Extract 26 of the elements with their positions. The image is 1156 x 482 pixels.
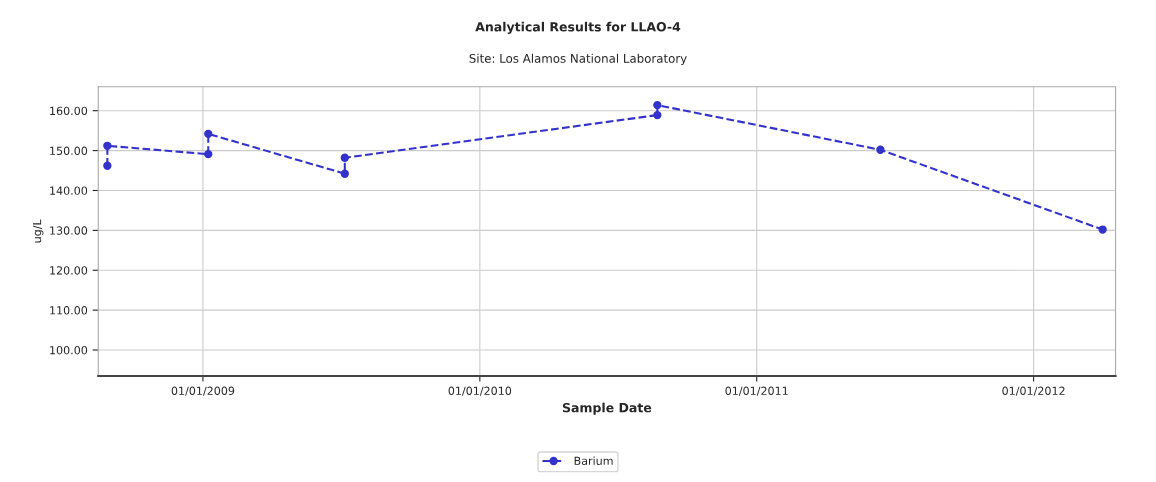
- point: [204, 150, 213, 159]
- point: [876, 145, 885, 154]
- y-tick-label: 140.00: [50, 186, 88, 195]
- chart-title: Analytical Results for LLAO-4: [475, 21, 681, 35]
- point: [653, 110, 662, 120]
- x-axis-title: Sample Date: [562, 402, 652, 415]
- x-tick-label: 01/01/2011: [725, 386, 788, 396]
- y-tick-label: 130.00: [50, 226, 88, 235]
- y-tick-label: 110.00: [50, 306, 88, 315]
- x-tick-label: 01/01/2010: [448, 386, 512, 396]
- y-tick-label: 100.00: [50, 346, 88, 355]
- y-tick-label: 150.00: [50, 146, 88, 155]
- y-tick-label: 160.00: [50, 106, 88, 116]
- point: [103, 161, 112, 170]
- x-tick-label: 01/01/2012: [1002, 386, 1065, 396]
- y-axis-title: ug/L: [33, 219, 44, 243]
- point: [204, 129, 213, 138]
- y-tick-label: 120.00: [50, 266, 88, 275]
- point: [1098, 225, 1107, 234]
- point: [653, 100, 662, 110]
- point: [340, 169, 349, 178]
- legend-label: Barium: [574, 456, 613, 466]
- chart-subtitle: Site: Los Alamos National Laboratory: [469, 53, 687, 66]
- point: [340, 153, 349, 162]
- x-tick-label: 01/01/2009: [171, 386, 235, 396]
- point: [103, 141, 112, 150]
